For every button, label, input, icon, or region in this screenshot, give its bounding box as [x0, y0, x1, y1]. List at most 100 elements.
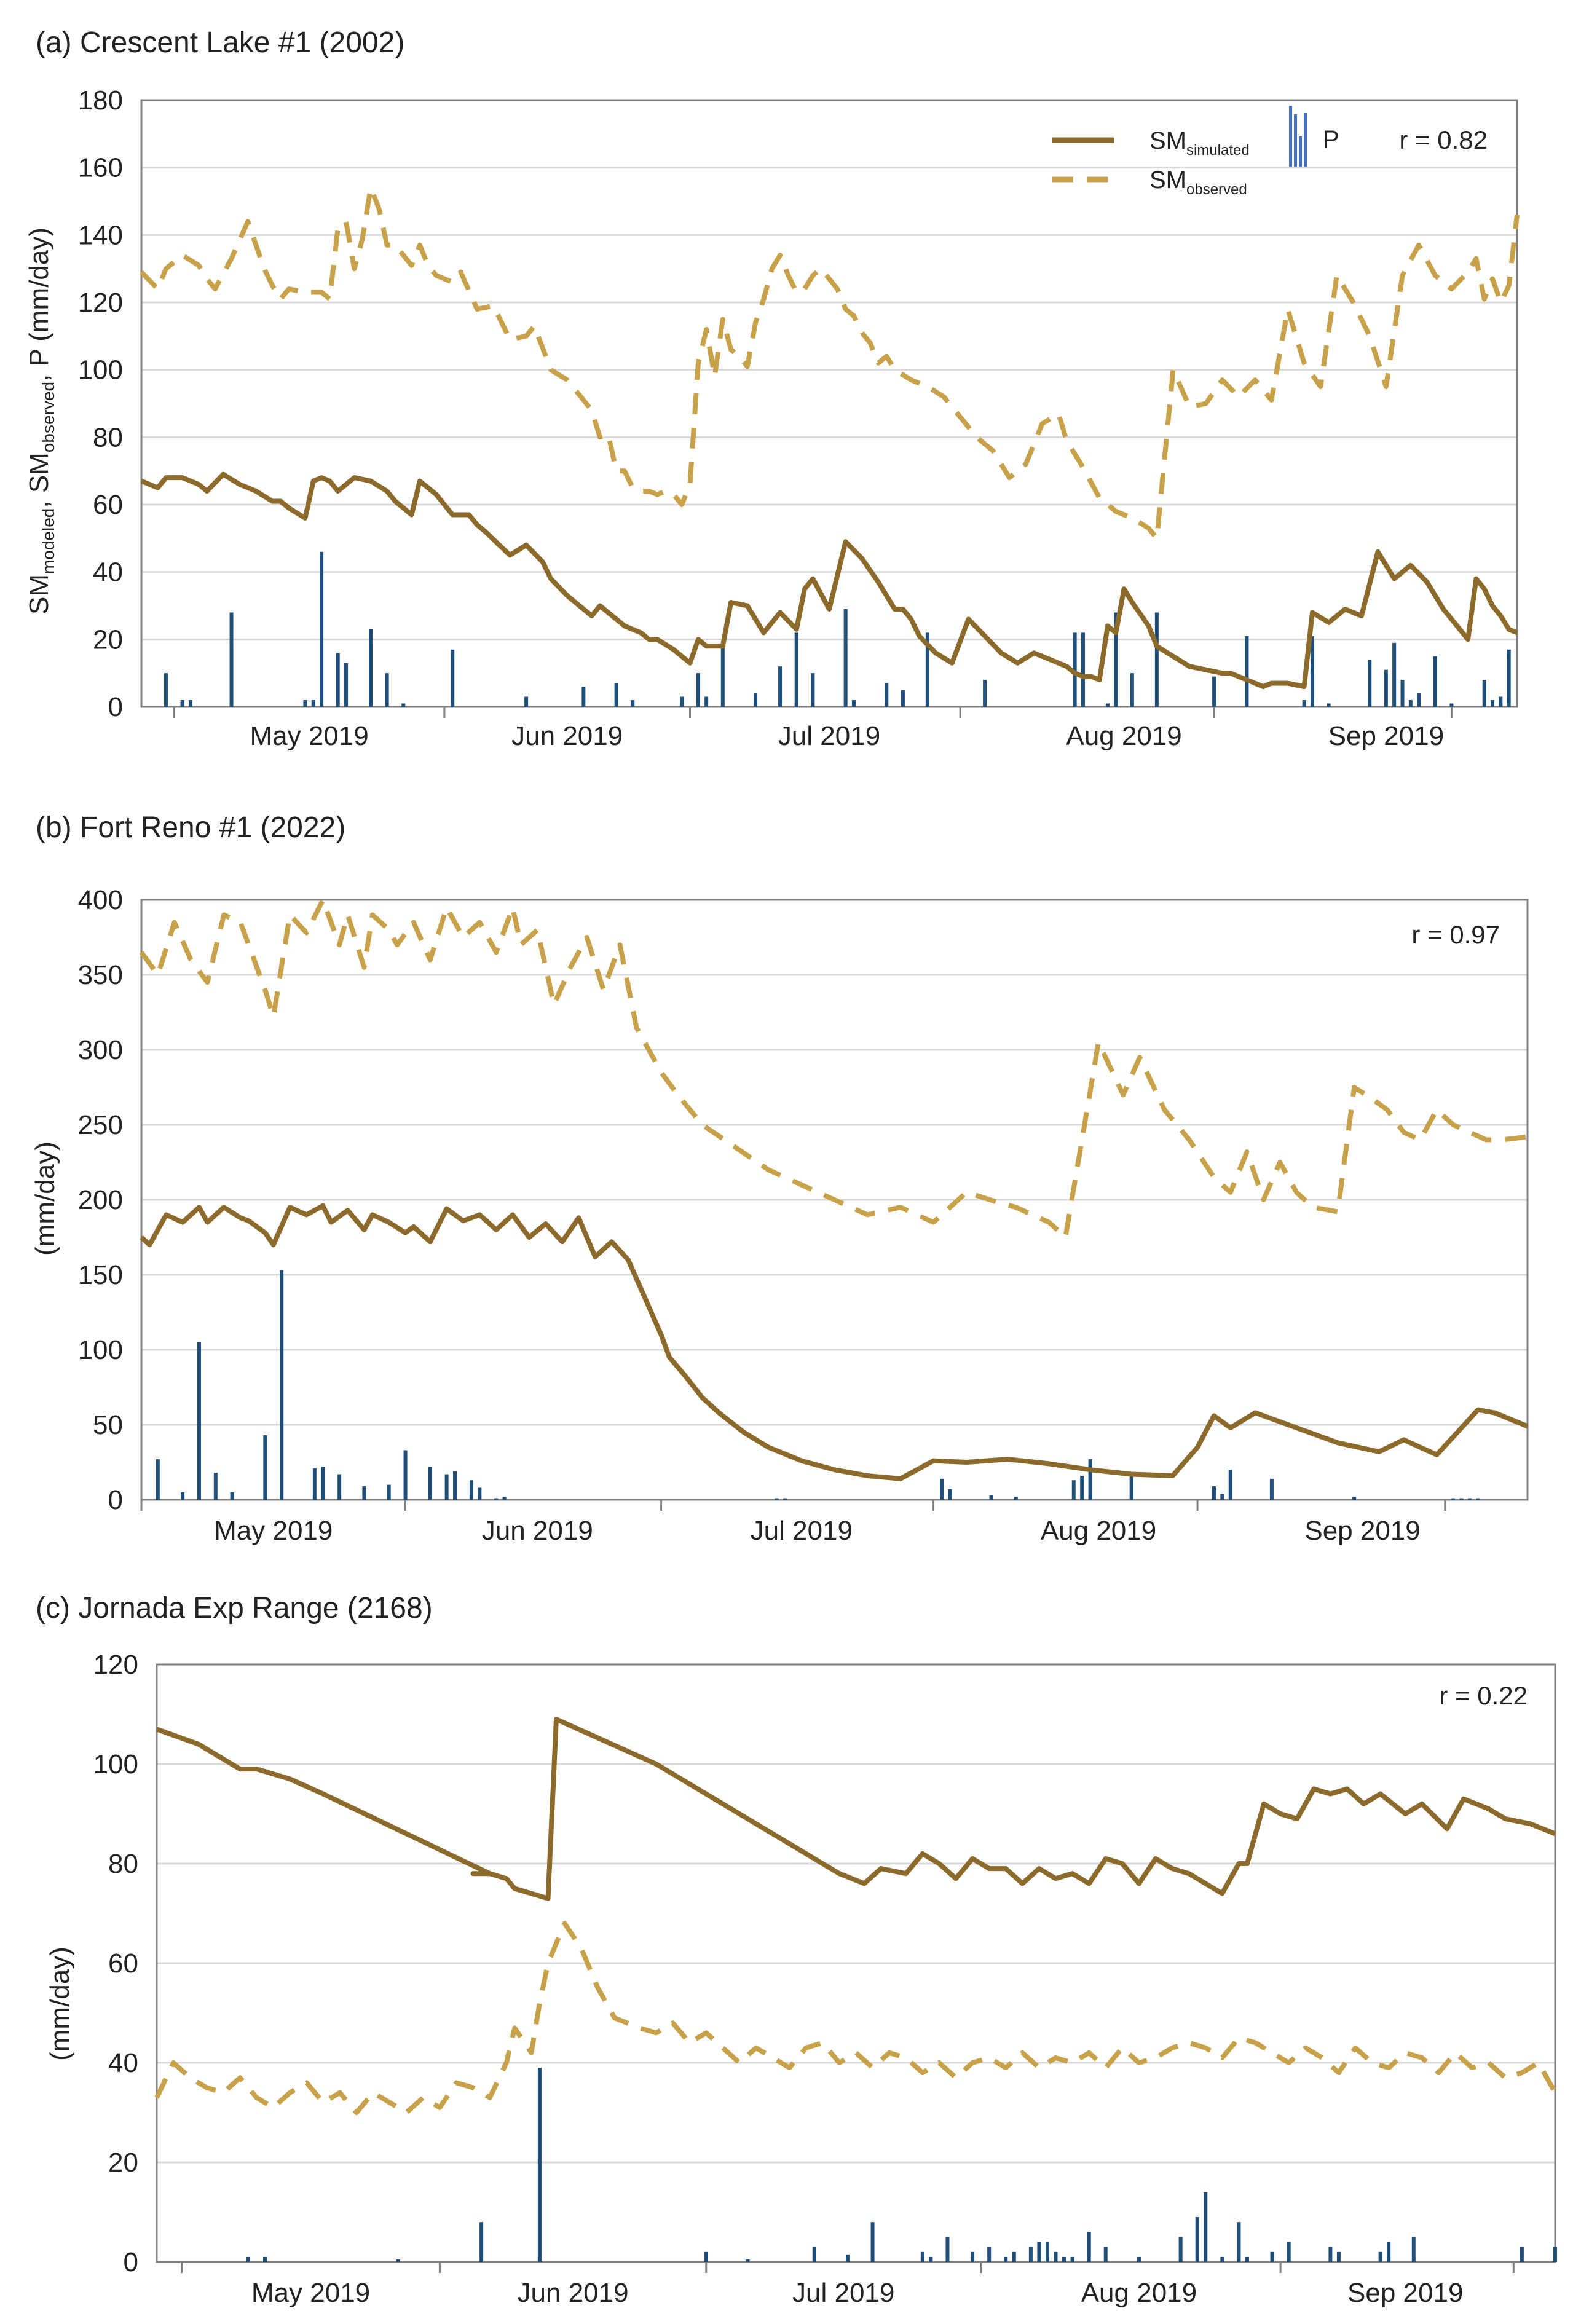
x-tick-label: Jul 2019 [751, 1516, 853, 1546]
precip-bar [181, 1492, 185, 1500]
precip-bar [1408, 700, 1413, 707]
y-tick-label: 120 [78, 288, 123, 318]
precip-bar [1459, 1498, 1464, 1500]
panel-title: (b) Fort Reno #1 (2022) [36, 811, 345, 844]
correlation-annotation: r = 0.22 [1439, 1681, 1528, 1710]
precip-bar [775, 1498, 779, 1500]
y-tick-label: 250 [78, 1110, 123, 1140]
precip-bar [920, 2251, 924, 2262]
precip-bar [939, 1478, 944, 1500]
y-tick-label: 0 [108, 1485, 123, 1515]
x-tick-label: Sep 2019 [1328, 721, 1444, 751]
precip-bar [263, 2256, 267, 2262]
precip-bar [312, 1468, 317, 1500]
precip-bar [1212, 676, 1216, 707]
precip-bar [746, 2259, 750, 2262]
precip-bar [344, 663, 349, 707]
precip-bar [524, 696, 529, 707]
precip-bar [453, 1471, 457, 1500]
precip-bar [983, 680, 987, 707]
precip-bar [1245, 636, 1249, 707]
svg-text:SMmodeled, SMobserved, P (mm/d: SMmodeled, SMobserved, P (mm/day) [24, 227, 58, 615]
precip-bar [1400, 680, 1405, 707]
precip-bar [1482, 680, 1486, 707]
precip-bar [1004, 2256, 1008, 2262]
precip-bar [1080, 1475, 1084, 1500]
precip-bar [778, 666, 783, 707]
precip-bar [851, 700, 856, 707]
legend-simulated-label: SMsimulated [1149, 127, 1250, 159]
y-tick-label: 300 [78, 1035, 123, 1065]
precip-bar [444, 1474, 449, 1500]
precip-bar [870, 2222, 875, 2262]
precip-bar [280, 1270, 284, 1500]
precip-bar [1476, 1498, 1480, 1500]
plot-frame [140, 899, 1529, 1501]
precip-bar [164, 673, 168, 707]
y-tick-label: 40 [108, 2048, 138, 2078]
precip-bar [320, 551, 324, 707]
precip-bar [704, 696, 709, 707]
precip-bar [1071, 1480, 1076, 1500]
precip-bar [1368, 660, 1372, 707]
precip-bar [1491, 700, 1495, 707]
precip-bar [336, 653, 340, 707]
legend-precip-label: P [1323, 126, 1339, 153]
y-tick-label: 80 [108, 1849, 138, 1879]
precip-bar [1195, 2217, 1199, 2262]
precip-bar [812, 2247, 816, 2262]
precip-bar [885, 683, 889, 707]
precip-bar [1070, 2256, 1074, 2262]
precip-bar [403, 1450, 408, 1500]
precip-bar [1237, 2222, 1241, 2262]
x-tick-label: Jul 2019 [778, 721, 880, 751]
precip-bar [680, 696, 684, 707]
sm-simulated-line [140, 1203, 1529, 1481]
x-tick-label: Jun 2019 [518, 2278, 629, 2308]
x-tick-label: Jul 2019 [792, 2278, 894, 2308]
sm-observed-line [139, 897, 1528, 1240]
precip-bar [696, 673, 700, 707]
precip-bar [337, 1474, 342, 1500]
precip-bar [1310, 636, 1314, 707]
y-tick-label: 350 [78, 960, 123, 990]
y-axis-label: (mm/day) [30, 1141, 60, 1256]
y-tick-label: 100 [78, 355, 123, 385]
y-tick-label: 120 [93, 1650, 138, 1680]
precip-bar [1014, 1497, 1018, 1500]
precip-bar [1411, 2237, 1416, 2262]
precip-bar [925, 632, 929, 707]
precip-bar [537, 2068, 542, 2262]
y-tick-label: 0 [108, 692, 123, 722]
precip-bar [1417, 693, 1421, 707]
precip-bar [1130, 673, 1134, 707]
precip-bar [929, 2256, 933, 2262]
x-tick-label: Sep 2019 [1304, 1516, 1420, 1546]
panel-title: (a) Crescent Lake #1 (2002) [36, 26, 404, 59]
precip-bar [230, 1492, 234, 1500]
x-tick-label: May 2019 [251, 2278, 370, 2308]
precip-bar [794, 632, 798, 707]
y-axis-label: SMmodeled, SMobserved, P (mm/day) [24, 227, 58, 615]
panel-a: (a) Crescent Lake #1 (2002) SMmodeled, S… [24, 26, 1520, 751]
precip-bar [401, 703, 406, 707]
y-tick-label: 0 [124, 2247, 138, 2277]
precip-bar [1103, 2247, 1108, 2262]
legend-observed-label: SMobserved [1149, 167, 1247, 198]
y-tick-label: 100 [78, 1335, 123, 1365]
precip-bar [1287, 2242, 1291, 2262]
precip-bar [783, 1498, 787, 1500]
precip-bar [1062, 2256, 1066, 2262]
panel-b: (b) Fort Reno #1 (2022) (mm/day) 0 50 100 1… [30, 811, 1529, 1546]
x-tick-label: Jun 2019 [482, 1516, 593, 1546]
precip-bar [1204, 2192, 1208, 2262]
sm-observed-line [140, 185, 1520, 541]
precip-bar [469, 1480, 473, 1500]
precip-bar [385, 673, 389, 707]
y-tick-label: 80 [93, 422, 123, 452]
precip-bar [720, 646, 725, 707]
precip-bar [1081, 632, 1085, 707]
precip-bar [704, 2251, 708, 2262]
precip-bar [321, 1467, 325, 1500]
